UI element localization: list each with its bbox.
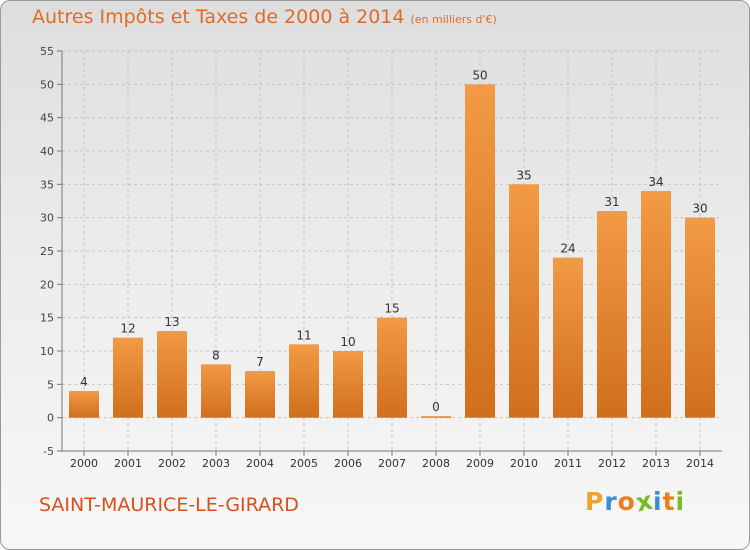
bar [597,211,627,418]
bar [685,217,715,418]
y-tick-label: 25 [40,245,54,258]
x-tick-label: 2002 [158,457,186,470]
bar [289,344,319,418]
logo-letter: o [617,487,636,516]
logo-letter: r [604,487,618,516]
bar-value-label: 12 [120,322,135,336]
x-tick-label: 2009 [466,457,494,470]
x-tick-label: 2006 [334,457,362,470]
chart-title: Autres Impôts et Taxes de 2000 à 2014 (en… [32,6,497,28]
x-tick-label: 2013 [642,457,670,470]
bar [113,337,143,418]
y-tick-label: -5 [43,445,54,458]
bar-value-label: 24 [560,242,575,256]
bar-value-label: 10 [340,335,355,349]
bar-value-label: 34 [648,175,663,189]
y-tick-label: 5 [47,378,54,391]
bar-value-label: 11 [296,328,311,342]
x-tick-label: 2001 [114,457,142,470]
y-tick-label: 50 [40,78,54,91]
bar [509,184,539,418]
logo-letter: P [585,487,605,516]
x-tick-label: 2005 [290,457,318,470]
x-tick-label: 2014 [686,457,714,470]
y-tick-label: 20 [40,278,54,291]
y-tick-label: 35 [40,178,54,191]
chart-title-text: Autres Impôts et Taxes de 2000 à 2014 [32,6,405,28]
bar [69,391,99,418]
y-tick-label: 10 [40,345,54,358]
proxiti-logo: Proxiti [585,486,686,518]
bar [157,331,187,418]
x-tick-label: 2011 [554,457,582,470]
bar-value-label: 35 [516,168,531,182]
x-tick-label: 2008 [422,457,450,470]
x-tick-label: 2004 [246,457,274,470]
x-tick-label: 2007 [378,457,406,470]
y-tick-label: 0 [47,412,54,425]
y-tick-label: 15 [40,312,54,325]
commune-name: SAINT-MAURICE-LE-GIRARD [39,494,299,516]
bar-value-label: 50 [472,68,487,82]
x-tick-label: 2003 [202,457,230,470]
bar [641,191,671,418]
y-tick-label: 55 [40,45,54,58]
bar [465,84,495,418]
bar-value-label: 30 [692,202,707,216]
y-tick-label: 45 [40,112,54,125]
y-tick-label: 40 [40,145,54,158]
bar-value-label: 31 [604,195,619,209]
bar [201,364,231,418]
bar-value-label: 4 [80,375,88,389]
logo-letter: i [675,487,686,516]
bar-value-label: 0 [432,400,440,414]
bar [421,416,451,418]
bar [553,257,583,418]
bar [333,351,363,418]
bar [377,317,407,418]
x-tick-label: 2000 [70,457,98,470]
logo-letter: i [653,487,663,516]
bar [245,371,275,418]
logo-letter: t [662,487,676,516]
x-tick-label: 2012 [598,457,626,470]
bar-value-label: 8 [212,348,220,362]
bar-value-label: 7 [256,355,264,369]
y-tick-label: 30 [40,212,54,225]
x-tick-label: 2010 [510,457,538,470]
bar-value-label: 13 [164,315,179,329]
bar-value-label: 15 [384,302,399,316]
chart-subtitle: (en milliers d'€) [410,13,497,26]
